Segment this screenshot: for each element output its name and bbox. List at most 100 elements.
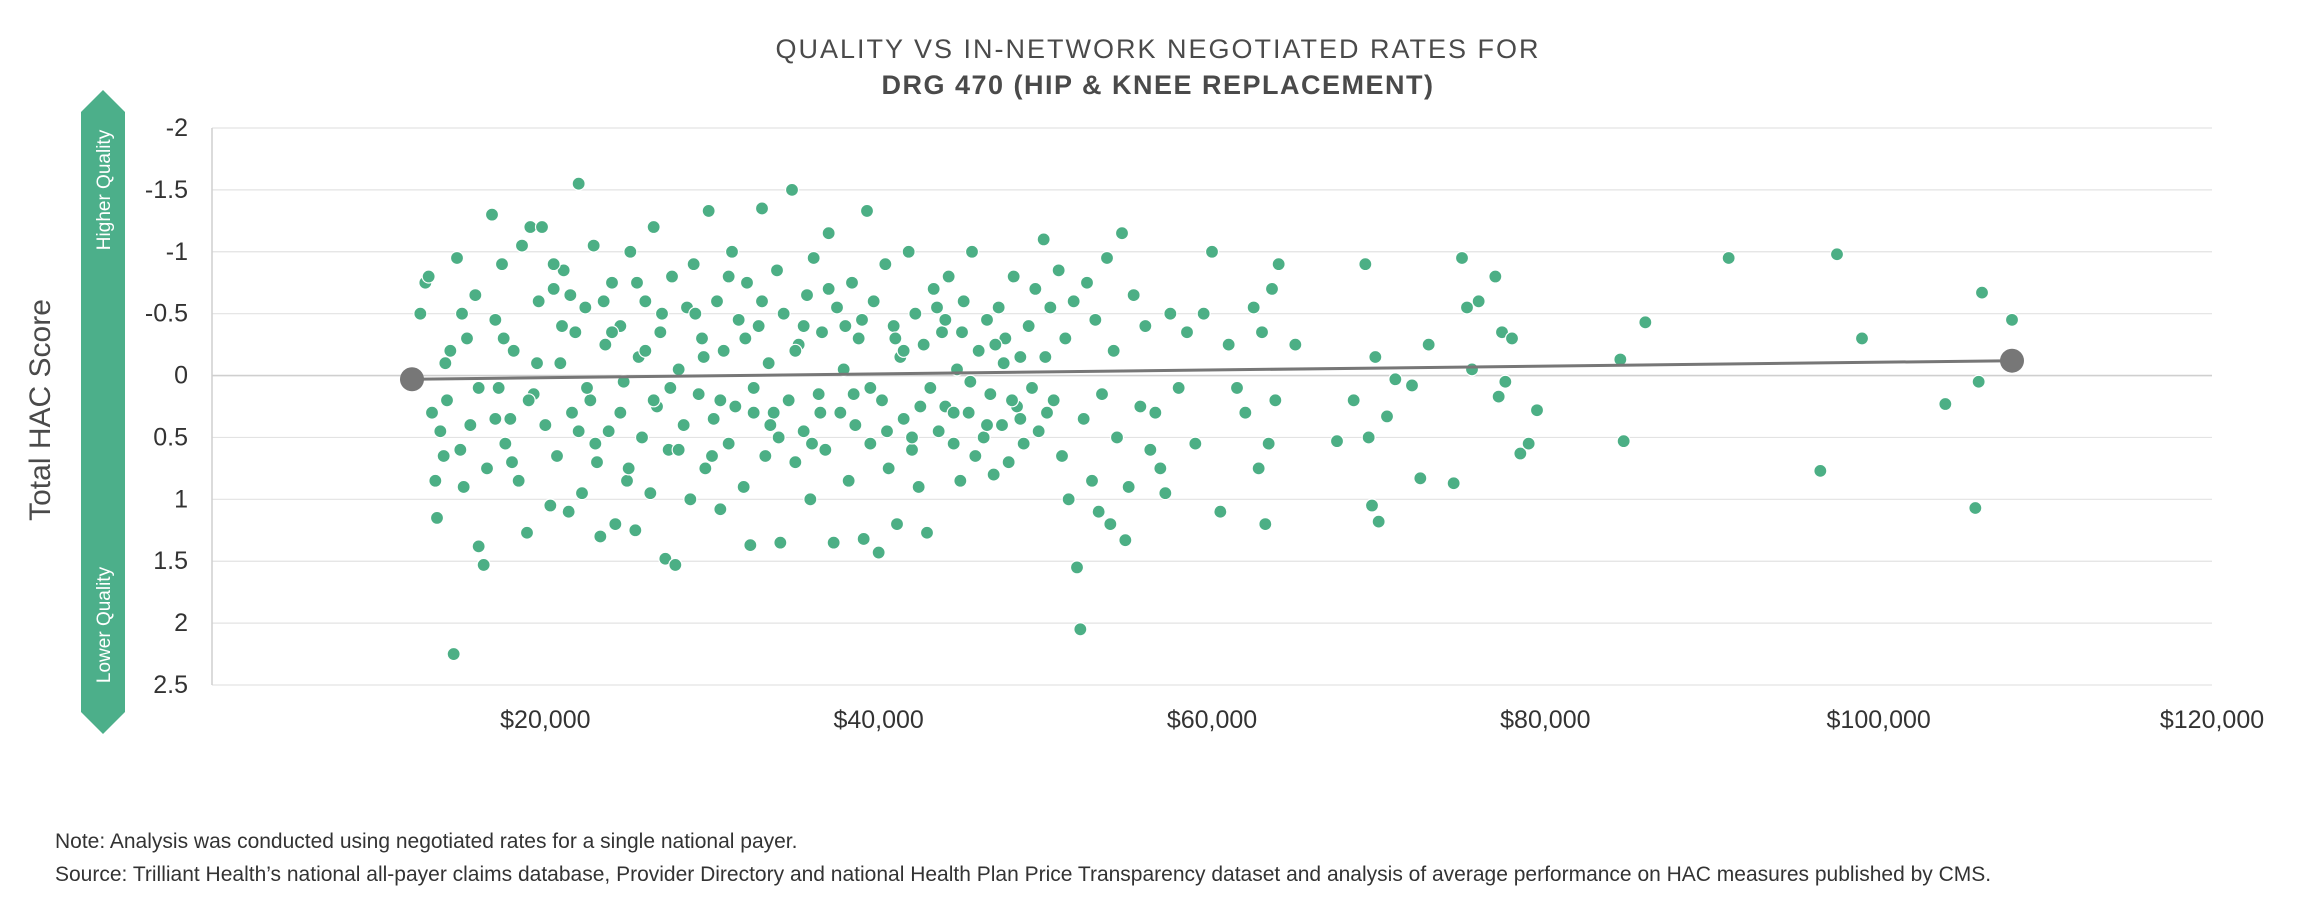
data-point (754, 201, 770, 216)
data-point (728, 399, 743, 414)
data-point (998, 331, 1013, 346)
data-point (1031, 424, 1046, 439)
data-point (553, 356, 568, 371)
data-point (1114, 226, 1130, 241)
x-tick-labels: $20,000 $40,000 $60,000 $80,000 $100,000 $120… (500, 706, 2264, 734)
data-point (1013, 349, 1028, 365)
data-point (821, 281, 836, 297)
data-point (709, 294, 725, 309)
data-point (421, 269, 436, 284)
data-point (694, 331, 710, 346)
data-point (1494, 325, 1510, 340)
data-point (1246, 300, 1261, 315)
data-point (506, 343, 521, 358)
data-point (1221, 337, 1236, 352)
data-point (991, 300, 1006, 315)
data-point (658, 551, 673, 566)
data-point (453, 442, 468, 457)
data-point (629, 275, 645, 290)
data-point (433, 424, 448, 439)
y-tick-label: 0 (174, 362, 188, 390)
data-point (1054, 448, 1070, 464)
data-point (1213, 504, 1228, 519)
data-point (879, 424, 895, 439)
data-point (554, 318, 570, 334)
data-point (886, 318, 901, 334)
data-point (738, 331, 753, 346)
data-point (1616, 434, 1631, 449)
data-point (413, 306, 428, 321)
data-point (739, 275, 755, 290)
y-tick-label: -2 (166, 114, 188, 142)
data-point (1513, 446, 1528, 461)
data-point (963, 374, 978, 389)
data-point (1006, 269, 1021, 284)
data-point (494, 257, 510, 272)
data-point (654, 306, 670, 321)
data-point (498, 436, 513, 451)
data-point (848, 417, 863, 433)
data-point (571, 176, 586, 191)
data-point (691, 387, 706, 402)
data-point (926, 281, 941, 297)
data-point (769, 263, 785, 278)
data-point (1938, 396, 1953, 412)
data-point (771, 430, 786, 445)
data-point (511, 473, 526, 488)
data-point (913, 399, 928, 414)
data-point (479, 461, 495, 476)
data-point (806, 250, 821, 266)
data-point (1446, 476, 1461, 491)
x-tick-label: $120,000 (2160, 706, 2264, 734)
trendline-end-marker (2000, 348, 2024, 373)
data-point (811, 387, 826, 402)
data-point (1106, 343, 1121, 358)
data-point (1171, 380, 1186, 396)
y-axis-label: Total HAC Score (24, 299, 57, 521)
y-tick-label: 2.5 (153, 671, 188, 699)
data-point (456, 479, 471, 495)
data-point (804, 436, 820, 451)
data-point (663, 380, 678, 396)
data-point (521, 393, 536, 408)
data-point (1504, 331, 1520, 346)
data-point (664, 269, 680, 284)
data-point (1854, 331, 1870, 346)
data-point (1288, 337, 1303, 352)
data-point (846, 387, 861, 402)
data-point (638, 343, 653, 358)
data-point (1188, 436, 1203, 451)
data-point (934, 325, 950, 340)
data-point (829, 300, 845, 315)
data-point (471, 380, 486, 396)
data-point (968, 448, 983, 464)
data-point (956, 294, 971, 309)
data-point (1974, 285, 1990, 300)
data-point (706, 411, 721, 426)
data-point (1261, 436, 1276, 451)
data-point (1138, 318, 1153, 334)
data-point (931, 424, 946, 439)
data-point (459, 331, 475, 346)
data-point (1091, 504, 1106, 519)
data-point (946, 436, 961, 451)
data-point (531, 294, 546, 309)
data-point (874, 393, 890, 408)
data-point (593, 529, 608, 544)
data-point (463, 417, 478, 433)
data-point (1529, 403, 1545, 418)
trendline-start-marker (400, 367, 424, 392)
data-point (1721, 250, 1736, 266)
data-point (946, 405, 961, 420)
data-point (1094, 387, 1110, 402)
data-point (979, 312, 995, 327)
data-point (546, 257, 561, 272)
data-point (601, 424, 616, 439)
y-tick-label: 2 (174, 609, 188, 637)
data-point (1043, 300, 1058, 315)
data-point (1971, 374, 1986, 389)
data-point (761, 356, 776, 371)
data-point (1454, 250, 1470, 266)
x-tick-label: $80,000 (1500, 706, 1590, 734)
data-point (598, 337, 613, 352)
